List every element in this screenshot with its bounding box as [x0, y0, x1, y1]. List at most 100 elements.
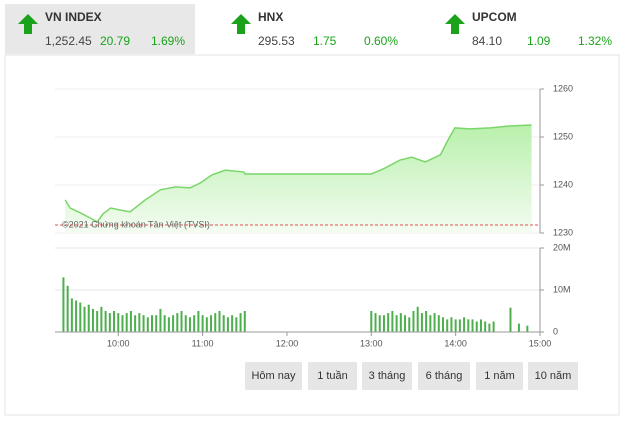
volume-bar — [184, 315, 187, 332]
range-button[interactable] — [418, 362, 470, 390]
range-button-label[interactable]: 10 năm — [535, 370, 572, 382]
volume-bar — [231, 315, 234, 332]
x-tick-label: 10:00 — [107, 338, 130, 348]
volume-bar — [239, 313, 242, 332]
volume-bar — [113, 311, 116, 332]
price-line — [64, 124, 532, 223]
volume-bar — [484, 321, 487, 332]
volume-bar — [442, 317, 444, 332]
volume-bar — [420, 313, 423, 332]
volume-bar — [382, 315, 385, 332]
volume-bar — [437, 315, 440, 332]
volume-bar — [79, 302, 82, 332]
volume-bar — [197, 311, 200, 332]
volume-bar — [408, 317, 411, 332]
x-tick-label: 13:00 — [360, 338, 383, 348]
volume-bar — [193, 315, 196, 332]
volume-bar — [399, 313, 402, 332]
volume-bar — [235, 317, 238, 332]
volume-bar — [222, 315, 225, 332]
range-button-label[interactable]: 3 tháng — [369, 370, 406, 382]
volume-bar — [96, 311, 99, 332]
range-button-label[interactable]: 1 tuần — [317, 370, 348, 382]
volume-bar — [387, 313, 390, 332]
x-tick-label: 11:00 — [192, 338, 214, 348]
volume-bar — [429, 315, 432, 332]
range-button[interactable] — [476, 362, 523, 390]
range-button[interactable] — [308, 362, 357, 390]
range-button[interactable] — [528, 362, 578, 390]
volume-bar — [214, 313, 217, 332]
volume-bar — [108, 313, 111, 332]
volume-bar — [488, 323, 491, 332]
volume-bar — [151, 315, 153, 332]
y-tick-label: 0 — [553, 326, 558, 336]
index-change: 20.79 — [100, 34, 130, 48]
volume-bar — [425, 311, 428, 332]
up-arrow — [445, 14, 465, 34]
y-tick-label: 1230 — [553, 227, 573, 237]
volume-bar — [526, 325, 529, 332]
volume-bar — [412, 311, 415, 332]
volume-bar — [159, 308, 162, 332]
volume-bar — [138, 313, 141, 332]
tab-selected[interactable] — [5, 4, 195, 54]
volume-bar — [87, 304, 90, 332]
volume-bar — [146, 317, 149, 332]
volume-bar — [467, 319, 470, 332]
volume-bar — [180, 311, 183, 332]
volume-bar — [243, 311, 246, 332]
volume-bar — [433, 313, 436, 332]
volume-bar — [517, 323, 520, 332]
volume-bar — [471, 319, 474, 332]
volume-bar — [463, 317, 466, 332]
range-button-label[interactable]: 1 năm — [484, 370, 515, 382]
volume-bar — [62, 277, 65, 332]
index-name: UPCOM — [472, 10, 517, 24]
volume-bar — [509, 307, 512, 332]
index-change: 1.75 — [313, 34, 337, 48]
range-button-label[interactable]: 6 tháng — [426, 370, 463, 382]
volume-bar — [167, 317, 170, 332]
y-tick-label: 10M — [553, 284, 571, 294]
volume-bar — [210, 315, 213, 332]
index-value: 295.53 — [258, 34, 295, 48]
volume-bar — [83, 306, 86, 332]
volume-bar — [125, 313, 128, 332]
index-percent: 1.32% — [578, 34, 612, 48]
volume-bar — [134, 315, 137, 332]
volume-bar — [142, 315, 145, 332]
volume-bar — [117, 313, 120, 332]
volume-bar — [70, 298, 73, 332]
x-tick-label: 15:00 — [529, 338, 552, 348]
range-button[interactable] — [245, 362, 302, 390]
volume-bar — [75, 300, 78, 332]
index-name: HNX — [258, 10, 283, 24]
panel — [4, 54, 620, 416]
volume-bar — [104, 311, 107, 332]
index-percent: 0.60% — [364, 34, 398, 48]
volume-bar — [404, 315, 407, 332]
watermark: ©2021 Chứng khoán Tân Việt (TVSI) — [62, 219, 210, 229]
up-arrow — [231, 14, 251, 34]
volume-bar — [391, 311, 394, 332]
index-value: 84.10 — [472, 34, 502, 48]
range-button-label[interactable]: Hôm nay — [251, 370, 296, 382]
volume-bar — [201, 315, 204, 332]
volume-bar — [163, 315, 166, 332]
up-arrow — [18, 14, 38, 34]
volume-bar — [188, 317, 191, 332]
volume-bar — [374, 313, 377, 332]
volume-bar — [172, 315, 175, 332]
x-tick-label: 12:00 — [276, 338, 299, 348]
range-button[interactable] — [362, 362, 412, 390]
volume-bar — [416, 306, 419, 332]
volume-bar — [91, 308, 94, 332]
volume-bar — [458, 319, 461, 332]
volume-bar — [155, 315, 158, 332]
volume-bar — [492, 321, 495, 332]
volume-bar — [218, 311, 221, 332]
volume-bar — [378, 315, 381, 332]
index-percent: 1.69% — [151, 34, 185, 48]
index-value: 1,252.45 — [45, 34, 92, 48]
